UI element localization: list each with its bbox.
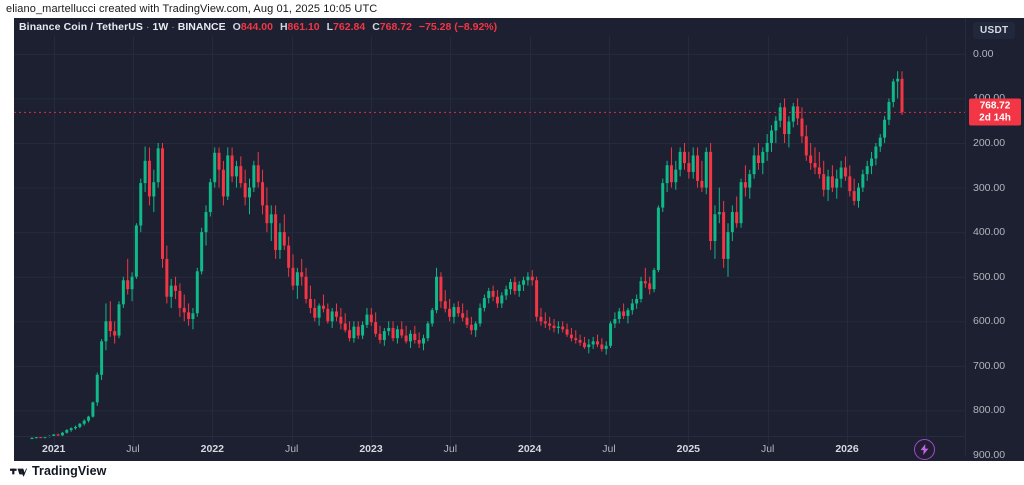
time-tick: 2023 (359, 443, 383, 455)
ohlc-open: O844.00 (233, 21, 273, 33)
timeframe-label[interactable]: 1W (152, 21, 169, 33)
price-scale[interactable]: USDT 900.00 800.00 700.00 600.00 500.00 400.0… (965, 18, 1024, 461)
open-value: 844.00 (240, 21, 273, 33)
bar-countdown: 2d 14h (979, 112, 1011, 124)
symbol-name[interactable]: Binance Coin / TetherUS (19, 21, 144, 33)
current-price-value: 768.72 (979, 100, 1011, 112)
high-value: 861.10 (287, 21, 320, 33)
low-label: L (326, 21, 334, 33)
time-tick: 2021 (41, 443, 66, 455)
ohlc-high: H861.10 (280, 21, 320, 33)
close-label: C (372, 21, 380, 33)
legend-separator-2: · (171, 21, 175, 33)
tradingview-mark-icon (10, 468, 27, 477)
low-value: 762.84 (333, 21, 366, 33)
attribution-text: eliano_martellucci created with TradingV… (6, 3, 378, 15)
price-tick: 200.00 (973, 136, 1006, 149)
lightning-icon (920, 444, 929, 456)
price-tick: 500.00 (973, 270, 1006, 283)
price-tick: 0.00 (973, 47, 994, 60)
tradingview-logo: TradingView (10, 464, 107, 478)
open-label: O (232, 21, 241, 33)
price-tick: 800.00 (973, 404, 1006, 417)
time-tick: Jul (126, 443, 140, 455)
currency-chip: USDT (973, 22, 1016, 39)
time-tick: Jul (284, 443, 299, 455)
price-tick: 400.00 (973, 226, 1006, 239)
change-value: −75.28 (−8.92%) (418, 21, 498, 33)
time-tick: 2026 (835, 443, 859, 455)
price-tick: 600.00 (973, 315, 1006, 328)
time-tick: 2024 (517, 443, 542, 455)
chart-legend: Binance Coin / TetherUS · 1W · BINANCE O… (14, 18, 1024, 36)
time-tick: Jul (443, 443, 458, 455)
ohlc-close: C768.72 (372, 21, 412, 33)
price-tick: 700.00 (973, 359, 1006, 372)
candlestick-plot[interactable] (14, 36, 966, 455)
close-value: 768.72 (379, 21, 412, 33)
time-scale[interactable]: 2021Jul2022Jul2023Jul2024Jul2025Jul2026J… (14, 436, 966, 461)
time-tick: Jul (760, 443, 775, 455)
legend-separator-1: · (146, 21, 150, 33)
ohlc-low: L762.84 (327, 21, 366, 33)
plot-svg (14, 36, 966, 455)
time-tick: 2025 (676, 443, 701, 455)
high-label: H (279, 21, 288, 33)
current-price-badge: 768.72 2d 14h (969, 98, 1021, 126)
price-tick: 900.00 (973, 449, 1006, 461)
time-tick: 2022 (200, 443, 225, 455)
tradingview-wordmark: TradingView (32, 464, 107, 478)
price-tick: 300.00 (973, 181, 1006, 194)
lightning-bolt-marker[interactable] (914, 439, 935, 461)
exchange-label[interactable]: BINANCE (177, 21, 226, 33)
chart-container: Binance Coin / TetherUS · 1W · BINANCE O… (14, 18, 1024, 461)
time-tick: Jul (602, 443, 616, 455)
